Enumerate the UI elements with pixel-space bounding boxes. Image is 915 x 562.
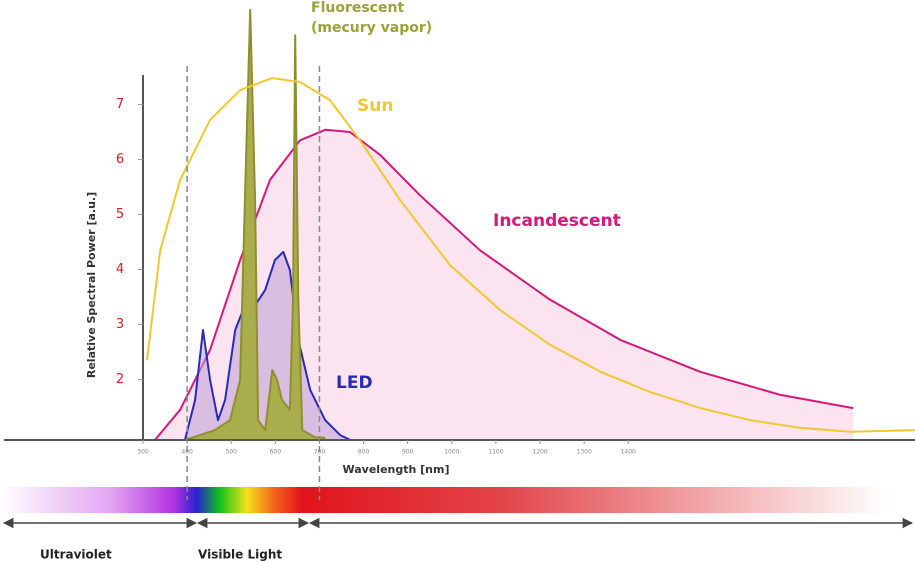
x-tick-label: 1100: [488, 449, 503, 456]
y-tick-label: 6: [116, 152, 124, 167]
y-tick-label: 7: [116, 97, 124, 112]
series-label: Sun: [357, 96, 394, 116]
y-axis-label: Relative Spectral Power [a.u.]: [85, 192, 98, 378]
area: [154, 129, 854, 441]
x-tick-label: 1300: [577, 449, 592, 456]
series-line: [146, 77, 915, 433]
x-tick-label: 800: [358, 449, 370, 456]
y-tick-label: 2: [116, 372, 124, 387]
x-tick-label: 900: [402, 449, 414, 456]
series-line: [184, 8, 326, 441]
y-tick-label: 5: [116, 207, 124, 222]
series-line: [183, 250, 351, 441]
x-tick-label: 1400: [621, 449, 636, 456]
x-tick-label: 1000: [444, 449, 459, 456]
y-tick-label: 4: [116, 262, 124, 277]
spectrum-bar: [0, 487, 915, 513]
x-tick-label: 500: [226, 449, 238, 456]
x-axis-label: Wavelength [nm]: [343, 463, 450, 476]
region-label: Visible Light: [198, 548, 282, 562]
series-line: [154, 128, 854, 441]
x-tick-label: 300: [137, 449, 149, 456]
series-label: Incandescent: [493, 211, 621, 231]
x-tick-label: 1200: [532, 449, 547, 456]
series-label: LED: [336, 373, 373, 393]
region-label: Ultraviolet: [40, 548, 112, 562]
x-tick-label: 600: [270, 449, 282, 456]
y-tick-label: 3: [116, 317, 124, 332]
series-label: Fluorescent (mecury vapor): [311, 0, 433, 36]
